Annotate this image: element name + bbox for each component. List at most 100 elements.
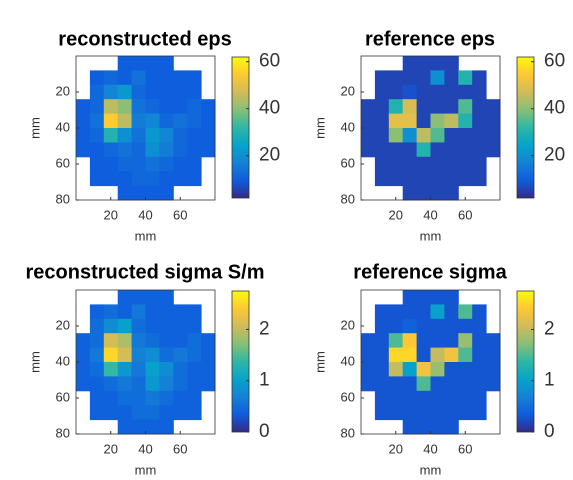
x-tick-label: 60 (458, 207, 472, 222)
heat-cell (458, 142, 473, 158)
x-tick-label: 40 (138, 441, 152, 456)
heat-cell (388, 142, 404, 158)
heat-cell (159, 99, 174, 115)
colorbar-tick-label: 2 (259, 318, 270, 339)
x-axis-label: mm (135, 462, 157, 477)
heat-cell (117, 419, 133, 435)
y-tick-label: 60 (341, 389, 355, 404)
heat-cell (117, 304, 133, 320)
heat-cell (430, 390, 445, 406)
heat-cell (416, 290, 431, 305)
heat-cell (117, 156, 133, 172)
heat-cell (374, 70, 390, 86)
heat-cell (117, 405, 133, 421)
heat-cell (131, 84, 146, 100)
heat-cell (416, 318, 431, 334)
x-axis-label: mm (420, 462, 442, 477)
heat-cell (458, 405, 473, 421)
y-axis-label: mm (312, 351, 327, 373)
heat-cell (430, 419, 445, 435)
heat-cell (76, 376, 91, 392)
x-axis-label: mm (135, 228, 157, 243)
colorbar-tick-label: 20 (544, 145, 565, 166)
heat-cell (103, 333, 119, 349)
heat-cell (444, 318, 459, 334)
heat-cell (444, 70, 459, 86)
heat-cell (374, 304, 390, 320)
heat-cell (430, 333, 445, 349)
heat-cell (187, 390, 202, 406)
heat-cell (89, 318, 105, 334)
heat-cell (145, 376, 160, 392)
heat-cell (430, 318, 445, 334)
heat-cell (173, 318, 188, 334)
heat-cell (430, 128, 445, 143)
colorbar-tick-label: 1 (544, 370, 555, 391)
x-tick-label: 20 (104, 207, 118, 222)
heat-cell (145, 156, 160, 172)
heat-cell (173, 142, 188, 158)
heat-cell (430, 99, 445, 115)
heat-cell (103, 70, 119, 86)
heat-cell (117, 142, 133, 158)
heat-cell (173, 362, 188, 377)
heat-cell (76, 362, 91, 377)
heat-cell (89, 156, 105, 172)
heat-cell (131, 318, 146, 334)
heat-cell (402, 304, 418, 320)
heat-cell (374, 113, 390, 129)
heat-cell (159, 128, 174, 143)
heat-cell (201, 142, 216, 158)
heat-cell (388, 333, 404, 349)
heat-cell (444, 362, 459, 377)
heat-cell (173, 390, 188, 406)
heat-cell (388, 156, 404, 172)
heat-cell (486, 113, 501, 129)
heat-cell (173, 156, 188, 172)
heat-cell (416, 56, 431, 71)
heat-cell (145, 290, 160, 305)
heat-cell (361, 376, 376, 392)
y-tick-label: 20 (341, 317, 355, 332)
heat-cell (103, 347, 119, 363)
heat-cell (117, 171, 133, 187)
heat-cell (187, 318, 202, 334)
heat-cell (402, 185, 418, 201)
heat-cell (159, 70, 174, 86)
heat-cell (458, 113, 473, 129)
heat-cell (131, 185, 146, 201)
heat-cell (472, 99, 487, 115)
heat-cell (89, 84, 105, 100)
x-axis-label: mm (420, 228, 442, 243)
heat-cell (416, 347, 431, 363)
heat-cell (159, 171, 174, 187)
heat-cell (458, 304, 473, 320)
heat-cell (103, 128, 119, 143)
heat-cell (388, 376, 404, 392)
heat-cell (402, 390, 418, 406)
heat-cell (201, 128, 216, 143)
heat-cell (458, 376, 473, 392)
heat-cell (402, 419, 418, 435)
heat-cell (131, 99, 146, 115)
heat-cell (159, 362, 174, 377)
heat-cell (374, 405, 390, 421)
chart-title: reconstructed sigma S/m (26, 261, 265, 283)
x-tick-label: 60 (458, 441, 472, 456)
heat-cell (103, 156, 119, 172)
colorbar-tick-label: 2 (544, 318, 555, 339)
chart-title: reference eps (365, 28, 495, 50)
heat-cell (430, 376, 445, 392)
heat-cell (173, 304, 188, 320)
heat-cell (159, 419, 174, 435)
heat-cell (173, 405, 188, 421)
heat-cell (458, 171, 473, 187)
heat-cell (374, 318, 390, 334)
heat-cell (444, 405, 459, 421)
y-tick-label: 60 (56, 155, 70, 170)
heat-cell (187, 84, 202, 100)
heat-cell (388, 390, 404, 406)
heat-cell (444, 333, 459, 349)
heat-cell (402, 142, 418, 158)
